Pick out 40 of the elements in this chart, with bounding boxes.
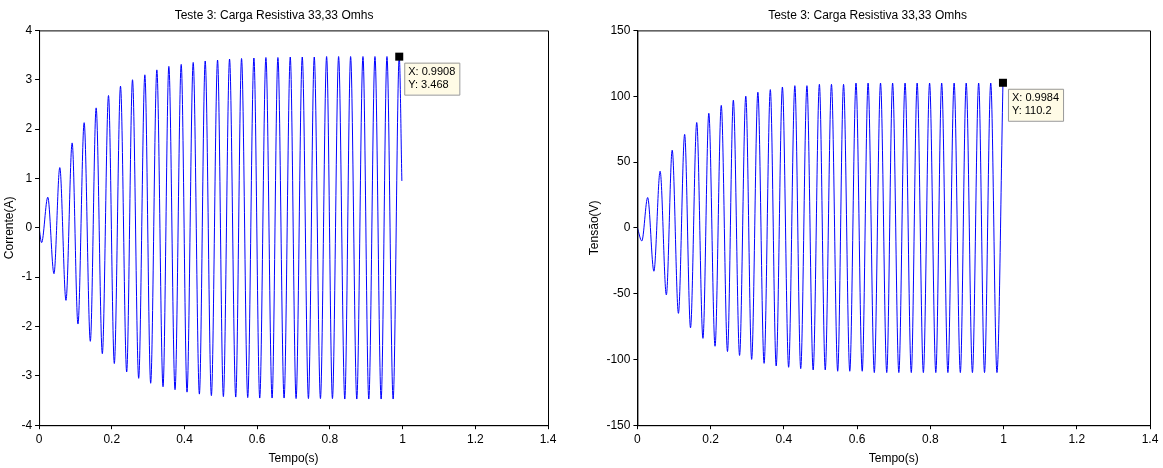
chart-title: Teste 3: Carga Resistiva 33,33 Omhs	[768, 7, 967, 22]
x-tick-label: 1.2	[466, 431, 484, 446]
y-axis-title: Corrente(A)	[1, 196, 16, 260]
x-tick-label: 1.4	[539, 431, 557, 446]
x-tick-label: 0.4	[775, 431, 793, 446]
y-tick-label: 100	[610, 88, 631, 103]
x-tick-label: 1.4	[1141, 431, 1159, 446]
y-tick-label: 1	[25, 170, 33, 185]
x-tick-label: 0	[35, 431, 43, 446]
y-tick-label: 3	[25, 72, 33, 87]
chart-title: Teste 3: Carga Resistiva 33,33 Omhs	[174, 7, 374, 22]
x-tick-label: 0.4	[176, 431, 194, 446]
x-tick-label: 0	[634, 431, 642, 446]
x-tick-label: 0.8	[321, 431, 339, 446]
annotation: X: 0.9984 Y: 110.2	[1011, 91, 1060, 117]
y-tick-label: 50	[617, 154, 631, 169]
y-tick-label: 2	[25, 121, 33, 136]
x-tick-label: 1	[399, 431, 407, 446]
y-tick-label: -2	[21, 318, 33, 333]
x-axis-title: Tempo(s)	[268, 451, 319, 466]
y-tick-label: 0	[25, 220, 33, 235]
x-tick-label: 0.2	[702, 431, 720, 446]
x-tick-label: 1.2	[1068, 431, 1086, 446]
x-axis-title: Tempo(s)	[868, 451, 919, 466]
x-tick-label: 1	[1000, 431, 1008, 446]
y-axis-title: Tensão(V)	[586, 200, 601, 256]
x-tick-label: 0.2	[103, 431, 121, 446]
x-tick-label: 0.8	[921, 431, 939, 446]
x-tick-label: 0.6	[848, 431, 866, 446]
y-tick-label: 0	[623, 220, 631, 235]
y-tick-label: -100	[606, 351, 631, 366]
y-tick-label: -4	[21, 417, 33, 432]
y-tick-label: 4	[25, 22, 33, 37]
y-tick-label: -50	[613, 285, 631, 300]
x-tick-label: 0.6	[248, 431, 266, 446]
y-tick-label: -1	[21, 269, 33, 284]
y-tick-label: -150	[606, 417, 631, 432]
y-tick-label: 150	[610, 22, 631, 37]
y-tick-label: -3	[21, 368, 33, 383]
annotation: X: 0.9908 Y: 3.468	[408, 65, 456, 91]
